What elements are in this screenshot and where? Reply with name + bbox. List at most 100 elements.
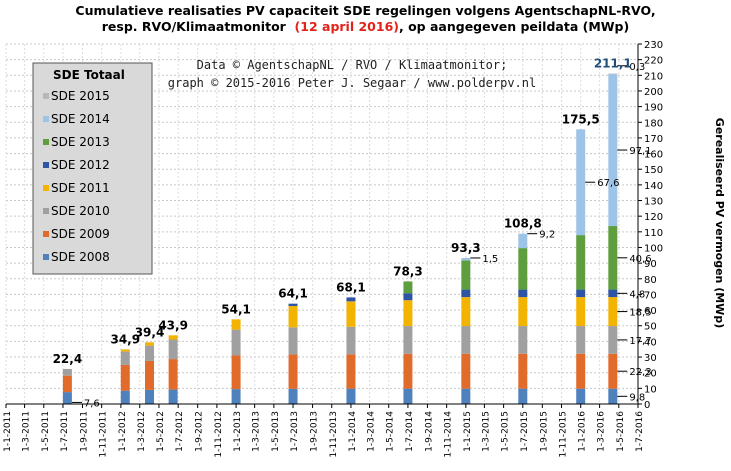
bar-total-label: 93,3 xyxy=(451,241,481,255)
bar-segment xyxy=(403,281,413,294)
credit-line-1: Data © AgentschapNL / RVO / Klimaatmonit… xyxy=(197,58,508,72)
bar-segment xyxy=(145,342,155,346)
chart-title: Cumulatieve realisaties PV capaciteit SD… xyxy=(0,3,731,35)
bar-segment xyxy=(346,354,356,389)
y-tick-label: 170 xyxy=(644,134,663,145)
bar-total-label: 108,8 xyxy=(504,217,542,231)
y-tick-label: 230 xyxy=(644,40,663,51)
x-tick-label: 1-7-2015 xyxy=(520,411,530,452)
bar-segment xyxy=(576,235,586,290)
legend-swatch xyxy=(43,208,49,214)
bar-total-label: 43,9 xyxy=(158,318,188,332)
bar-total-label: 54,1 xyxy=(221,302,251,316)
annotation-label: 18,5 xyxy=(629,308,651,319)
x-tick-label: 1-3-2011 xyxy=(22,411,32,452)
bar-segment xyxy=(608,297,618,327)
x-tick-label: 1-9-2015 xyxy=(539,411,549,452)
bar-total-label: 78,3 xyxy=(393,264,423,278)
x-tick-label: 1-11-2013 xyxy=(329,411,339,458)
x-axis: 1-1-2011 1-3-2011 1-5-2011 1-7-2011 1-9-2011… xyxy=(3,403,645,458)
legend-swatch xyxy=(43,162,49,168)
bar-segment xyxy=(168,339,178,360)
y-tick-label: 200 xyxy=(644,87,663,98)
bar-segment xyxy=(608,326,618,354)
y-tick-label: 10 xyxy=(644,384,657,395)
x-tick-label: 1-11-2014 xyxy=(444,411,454,458)
bar-segment xyxy=(120,349,130,352)
x-tick-label: 1-7-2014 xyxy=(405,411,415,452)
annotation-label: 0,3 xyxy=(629,62,645,73)
annotation-label: 4,8 xyxy=(629,289,645,300)
bar-segment xyxy=(168,389,178,404)
x-tick-label: 1-11-2012 xyxy=(214,411,224,458)
x-tick-label: 1-5-2014 xyxy=(386,411,396,452)
x-tick-label: 1-9-2011 xyxy=(79,411,89,452)
annotation-label: 97,1 xyxy=(629,146,651,157)
legend-label: SDE 2010 xyxy=(51,204,110,218)
x-tick-label: 1-11-2015 xyxy=(559,411,569,458)
x-tick-label: 1-3-2015 xyxy=(481,411,491,452)
annotation-label: 22,3 xyxy=(629,367,651,378)
x-tick-label: 1-11-2011 xyxy=(99,411,109,458)
x-tick-label: 1-3-2016 xyxy=(597,411,607,452)
bar-total-label: 175,5 xyxy=(562,112,600,126)
bar-segment xyxy=(576,388,586,404)
bar-segment xyxy=(120,351,130,365)
y-tick-label: 140 xyxy=(644,181,663,192)
x-tick-label: 1-5-2011 xyxy=(41,411,51,452)
y-tick-label: 20 xyxy=(644,369,657,380)
bar-segment xyxy=(403,353,413,389)
y-tick-label: 80 xyxy=(644,275,657,286)
bar-segment xyxy=(461,257,471,261)
legend-swatch xyxy=(43,139,49,145)
y-axis: 0 10 20 30 40 50 60 70 80 90 100 110 120 130 140 150 160… xyxy=(637,40,663,411)
bar-total-label: 39,4 xyxy=(135,325,165,339)
bar-segment xyxy=(518,297,528,327)
bar-total-label: 34,9 xyxy=(110,332,140,346)
bar-segment xyxy=(145,360,155,390)
bar-segment xyxy=(120,364,130,391)
x-tick-label: 1-1-2015 xyxy=(463,411,473,452)
y-tick-label: 180 xyxy=(644,118,663,129)
x-tick-label: 1-5-2015 xyxy=(501,411,511,452)
bar-segment xyxy=(518,233,528,249)
x-tick-label: 1-1-2013 xyxy=(233,411,243,452)
y-tick-label: 190 xyxy=(644,103,663,114)
legend-label: SDE 2012 xyxy=(51,158,110,172)
bar-segment xyxy=(461,326,471,354)
bar-segment xyxy=(461,388,471,404)
bar-total-label: 211,1 xyxy=(594,57,632,71)
bar-segment xyxy=(288,306,298,328)
legend-swatch xyxy=(43,93,49,99)
bar-segment xyxy=(231,389,241,404)
legend-label: SDE 2009 xyxy=(51,227,110,241)
x-tick-label: 1-1-2014 xyxy=(348,411,358,452)
x-tick-label: 1-3-2014 xyxy=(367,411,377,452)
x-tick-label: 1-5-2016 xyxy=(616,411,626,452)
legend-swatch xyxy=(43,116,49,122)
x-tick-label: 1-1-2016 xyxy=(578,411,588,452)
bar-segment xyxy=(403,300,413,327)
bar-segment xyxy=(461,353,471,389)
legend-label: SDE 2014 xyxy=(51,112,110,126)
legend-label: SDE 2008 xyxy=(51,250,110,264)
bar-segment xyxy=(608,353,618,389)
title-line-2: resp. RVO/Klimaatmonitor (12 april 2016)… xyxy=(0,19,731,35)
bar-segment xyxy=(231,329,241,356)
bar-segment xyxy=(288,327,298,355)
credit-line-2: graph © 2015-2016 Peter J. Segaar / www.… xyxy=(168,76,536,90)
bar-segment xyxy=(576,353,586,389)
bar-segment xyxy=(62,392,72,404)
annotation-label: 1,5 xyxy=(482,254,498,265)
annotation-label: 17,7 xyxy=(629,336,651,347)
bar-segment xyxy=(403,293,413,301)
bar-segment xyxy=(168,359,178,390)
y-tick-label: 110 xyxy=(644,228,663,239)
legend-swatch xyxy=(43,185,49,191)
x-tick-label: 1-7-2013 xyxy=(290,411,300,452)
x-tick-label: 1-1-2011 xyxy=(3,411,13,452)
y-tick-label: 40 xyxy=(644,337,657,348)
bar-total-label: 64,1 xyxy=(278,287,308,301)
y-tick-label: 120 xyxy=(644,212,663,223)
